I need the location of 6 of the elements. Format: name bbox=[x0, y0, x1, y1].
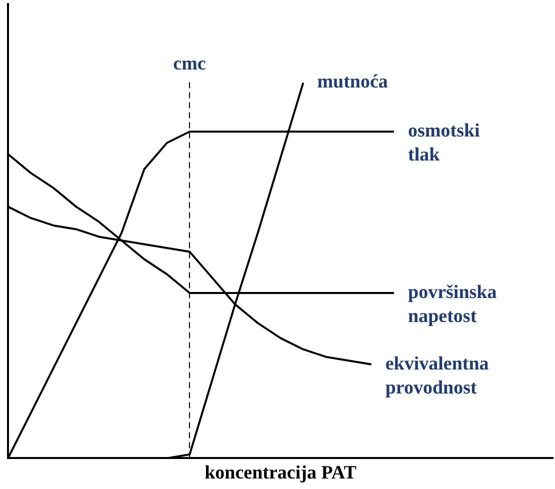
series-label: ekvivalentna provodnost bbox=[385, 353, 490, 398]
series-label: površinska napetost bbox=[408, 282, 498, 327]
text: cmc bbox=[173, 53, 206, 74]
series-label: mutnoća bbox=[317, 72, 388, 93]
x-axis-title: koncentracija PAT bbox=[204, 462, 357, 484]
series-label: osmotski tlak bbox=[408, 120, 480, 166]
